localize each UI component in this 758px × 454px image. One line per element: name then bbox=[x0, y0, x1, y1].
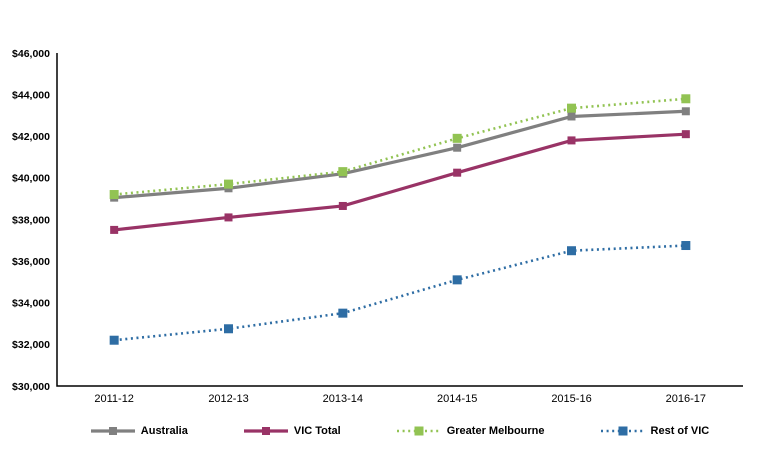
y-tick-label: $32,000 bbox=[12, 339, 50, 351]
y-tick-label: $36,000 bbox=[12, 256, 50, 268]
legend-marker-vic-total-icon bbox=[243, 427, 288, 435]
axis-lines bbox=[56, 53, 743, 387]
legend-item-vic-total: VIC Total bbox=[243, 425, 341, 437]
series-line-greater-melbourne bbox=[114, 97, 686, 196]
data-point-marker-rest-of-vic bbox=[224, 324, 233, 334]
legend-label: Australia bbox=[140, 425, 188, 437]
chart-legend: Australia VIC Total Greater Melbourne Rest … bbox=[57, 425, 743, 437]
y-tick-label: $46,000 bbox=[12, 48, 50, 60]
x-tick-label: 2011-12 bbox=[94, 393, 134, 405]
data-point-marker-vic-total bbox=[110, 225, 119, 234]
x-tick-label: 2015-16 bbox=[551, 393, 591, 405]
legend-label: VIC Total bbox=[293, 425, 341, 437]
y-tick-label: $34,000 bbox=[12, 298, 50, 310]
legend-marker-rest-of-vic-icon bbox=[600, 426, 645, 436]
data-point-marker-australia bbox=[567, 112, 576, 121]
data-point-marker-vic-total bbox=[338, 201, 347, 210]
data-point-marker-greater-melbourne bbox=[109, 190, 119, 200]
data-point-marker-australia bbox=[681, 107, 690, 116]
series-line-australia bbox=[114, 109, 686, 200]
y-tick-label: $40,000 bbox=[12, 173, 50, 185]
legend-marker-greater-melbourne-icon bbox=[396, 426, 441, 436]
data-point-marker-australia bbox=[453, 143, 462, 152]
legend-label: Greater Melbourne bbox=[446, 425, 545, 437]
data-point-marker-rest-of-vic bbox=[567, 246, 576, 256]
x-tick-label: 2012-13 bbox=[208, 393, 248, 405]
data-point-marker-rest-of-vic bbox=[109, 335, 119, 345]
data-point-marker-greater-melbourne bbox=[224, 179, 233, 189]
x-tick-label: 2014-15 bbox=[437, 393, 477, 405]
data-point-marker-rest-of-vic bbox=[452, 275, 462, 285]
data-point-marker-rest-of-vic bbox=[338, 308, 348, 318]
data-point-marker-greater-melbourne bbox=[681, 94, 691, 104]
data-point-marker-greater-melbourne bbox=[452, 133, 462, 143]
data-point-marker-vic-total bbox=[224, 213, 233, 222]
x-tick-label: 2013-14 bbox=[323, 393, 363, 405]
legend-item-australia: Australia bbox=[90, 425, 188, 437]
y-tick-label: $42,000 bbox=[12, 131, 50, 143]
data-point-marker-vic-total bbox=[453, 168, 462, 177]
y-tick-label: $38,000 bbox=[12, 214, 50, 226]
legend-marker-australia-icon bbox=[90, 427, 135, 435]
data-point-marker-greater-melbourne bbox=[567, 103, 576, 113]
y-tick-label: $30,000 bbox=[12, 381, 50, 393]
data-point-marker-greater-melbourne bbox=[338, 167, 348, 177]
series-line-vic-total bbox=[113, 132, 686, 232]
legend-item-rest-of-vic: Rest of VIC bbox=[600, 425, 710, 437]
data-point-marker-rest-of-vic bbox=[681, 241, 691, 251]
legend-label: Rest of VIC bbox=[650, 425, 710, 437]
x-tick-label: 2016-17 bbox=[666, 393, 706, 405]
data-point-marker-vic-total bbox=[681, 130, 690, 139]
data-point-marker-vic-total bbox=[567, 136, 576, 145]
y-tick-label: $44,000 bbox=[12, 89, 50, 101]
series-line-rest-of-vic bbox=[114, 244, 686, 342]
legend-item-greater-melbourne: Greater Melbourne bbox=[396, 425, 545, 437]
